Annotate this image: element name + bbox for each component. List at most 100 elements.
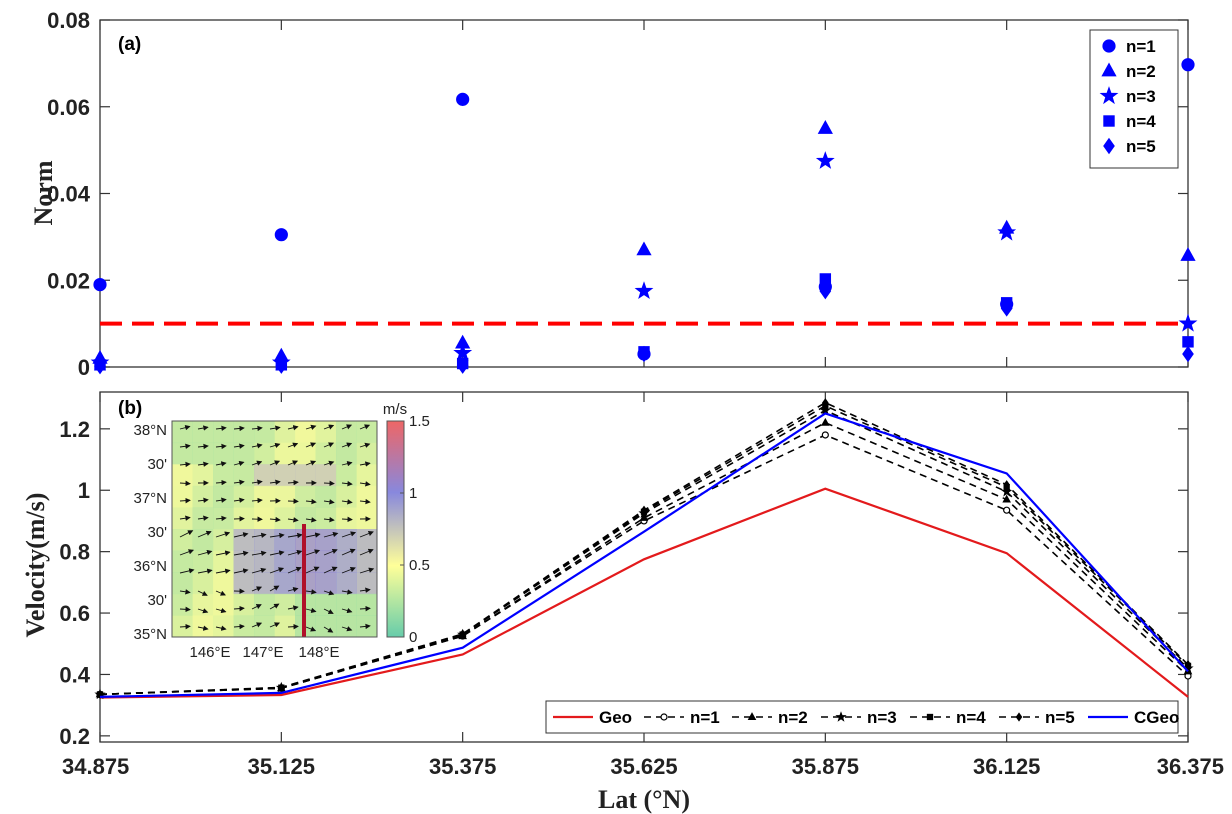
inset-map-arrow bbox=[305, 442, 317, 448]
inset-map-arrow bbox=[359, 531, 374, 538]
inset-lat-tick: 35°N bbox=[133, 626, 167, 643]
inset-map-cell bbox=[213, 421, 234, 444]
inset-map-arrow bbox=[287, 442, 299, 448]
panel-a-legend-marker bbox=[1101, 62, 1117, 77]
inset-map-arrow bbox=[305, 517, 317, 523]
inset-map-arrow bbox=[287, 549, 303, 556]
panel-a-legend-entry: n=3 bbox=[1126, 87, 1156, 106]
inset-map-arrow bbox=[197, 608, 209, 614]
inset-lat-tick: 30' bbox=[147, 456, 167, 473]
inset-map-arrow bbox=[215, 425, 227, 432]
inset-map-arrow bbox=[233, 550, 249, 557]
inset-lat-tick: 30' bbox=[147, 592, 167, 609]
panel-a-point-n=5 bbox=[638, 345, 650, 363]
inset-map-arrow bbox=[197, 497, 209, 504]
inset-map-arrow bbox=[359, 461, 371, 467]
inset-map-arrow bbox=[341, 499, 353, 505]
inset-map-arrow bbox=[359, 567, 375, 574]
inset-map-cell bbox=[233, 550, 255, 573]
panel-a-point-n=3 bbox=[815, 151, 835, 169]
inset-map-cell bbox=[315, 615, 337, 637]
inset-map-cell bbox=[336, 615, 357, 637]
inset-map-arrow bbox=[359, 498, 371, 505]
inset-map-arrow bbox=[269, 603, 280, 610]
panel-b-legend-entry: n=2 bbox=[778, 708, 808, 727]
panel-b-legend-marker bbox=[1015, 712, 1023, 722]
inset-map-cell bbox=[172, 615, 193, 637]
panel-a-point-n=5 bbox=[819, 282, 832, 300]
panel-a-point-n=4 bbox=[1182, 336, 1194, 348]
inset-map-arrow bbox=[233, 443, 245, 449]
inset-map-arrow bbox=[179, 530, 194, 538]
inset-map-cell bbox=[356, 421, 377, 444]
inset-map-arrow bbox=[305, 460, 317, 466]
panel-a-point-n=3 bbox=[1178, 313, 1198, 332]
inset-map-arrow bbox=[197, 425, 209, 431]
inset-map-arrow bbox=[323, 516, 335, 523]
inset-map-cell bbox=[356, 572, 377, 595]
inset-map-cell bbox=[213, 615, 234, 637]
inset-map-cell bbox=[254, 572, 275, 595]
panel-a-legend-entry: n=2 bbox=[1126, 62, 1156, 81]
inset-map-cell bbox=[213, 485, 234, 508]
inset-map-cell bbox=[315, 507, 337, 530]
panel-b-line-Geo bbox=[99, 487, 1189, 699]
inset-map-arrow bbox=[197, 625, 209, 631]
panel-b-point-n=5 bbox=[459, 629, 466, 639]
inset-map-cell bbox=[254, 550, 275, 573]
inset-map-arrow bbox=[179, 568, 195, 574]
panel-b-point-n=5 bbox=[1184, 659, 1192, 670]
inset-map-arrow bbox=[305, 424, 317, 430]
inset-map-arrow bbox=[215, 568, 231, 574]
inset-map-arrow bbox=[269, 567, 285, 574]
panel-a-point-n=5 bbox=[1000, 300, 1013, 317]
inset-map-cell bbox=[192, 485, 214, 508]
inset-map-arrow bbox=[251, 479, 263, 485]
panel-a-point-n=1 bbox=[1181, 58, 1195, 72]
inset-map-cell bbox=[274, 550, 296, 573]
panel-a-point-n=2 bbox=[636, 241, 652, 256]
inset-map-cell bbox=[295, 442, 316, 465]
inset-map-cell bbox=[315, 529, 337, 552]
inset-map-cell bbox=[274, 485, 296, 508]
panel-a-ytick-label: 0.02 bbox=[47, 268, 90, 293]
inset-map-cell bbox=[315, 593, 337, 616]
inset-map-arrow bbox=[233, 532, 249, 538]
inset-map-arrow bbox=[269, 479, 281, 485]
panel-b-legend-marker bbox=[926, 713, 934, 721]
inset-map-arrow bbox=[341, 589, 353, 595]
inset-map-cell bbox=[213, 550, 234, 573]
inset-map-arrow bbox=[179, 443, 191, 449]
inset-map-cell bbox=[213, 593, 234, 616]
inset-map: 38°N 30' 37°N 30' 36°N 30' 35°N 146°E 147°E 148°E… bbox=[133, 401, 429, 661]
inset-map-arrow bbox=[323, 590, 335, 596]
inset-map-frame bbox=[171, 420, 378, 638]
inset-map-arrow bbox=[215, 531, 231, 538]
inset-map-arrow bbox=[233, 425, 245, 432]
inset-map-arrow bbox=[215, 590, 226, 596]
inset-map-cell bbox=[356, 464, 377, 487]
inset-map-cell bbox=[356, 593, 377, 616]
inset-map-arrow bbox=[233, 568, 249, 574]
panel-b-legend-entry: n=1 bbox=[690, 708, 720, 727]
inset-map-cell bbox=[315, 421, 337, 444]
inset-map-cell bbox=[172, 572, 193, 595]
inset-map-arrow bbox=[215, 550, 231, 556]
inset-map-cell bbox=[274, 421, 296, 444]
inset-map-arrow bbox=[287, 425, 299, 431]
inset-map-cell bbox=[213, 464, 234, 487]
colorbar-unit: m/s bbox=[383, 401, 407, 418]
inset-map-arrow bbox=[251, 604, 262, 610]
inset-map-arrow bbox=[197, 461, 209, 467]
inset-map-arrow bbox=[269, 460, 281, 466]
inset-map-cell bbox=[192, 572, 214, 595]
inset-map-arrow bbox=[359, 548, 374, 556]
panel-b-xtick-label: 35.875 bbox=[792, 754, 859, 779]
inset-map-cell bbox=[336, 485, 357, 508]
inset-map-cell bbox=[336, 507, 357, 530]
panel-a-legend-entry: n=5 bbox=[1126, 137, 1156, 156]
panel-a-point-n=3 bbox=[453, 343, 473, 362]
inset-map-cell bbox=[295, 421, 316, 444]
panel-b-legend-entry: n=3 bbox=[867, 708, 897, 727]
inset-lat-tick: 30' bbox=[147, 524, 167, 541]
